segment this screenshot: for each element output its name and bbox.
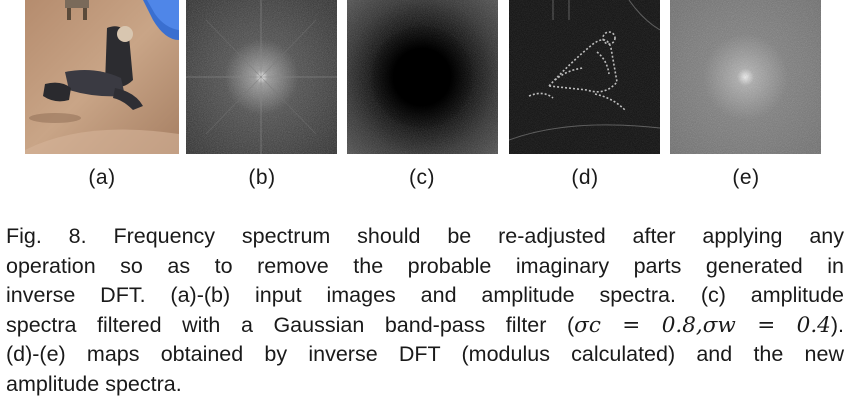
inverse-dft-map-panel [509,0,660,154]
input-photo-image [25,0,179,154]
caption-line-5: (d)-(e) maps obtained by inverse DFT (mo… [6,342,844,367]
caption-line-2: operation so as to remove the probable i… [6,253,844,278]
filter-parameters-math: σc = 0.8,σw = 0.4 [574,312,831,338]
caption-line-4-end: ). [830,312,844,337]
figure-caption: Fig. 8. Frequency spectrum should be re-… [6,222,844,400]
filtered-spectrum-panel [347,0,498,154]
panel-label-b: (b) [248,166,276,189]
caption-line-4-text: spectra filtered with a Gaussian band-pa… [6,312,575,337]
inverse-dft-map-image [509,0,660,154]
panel-label-d: (d) [571,166,599,189]
caption-line-3: inverse DFT. (a)-(b) input images and am… [6,283,844,308]
caption-line-1: Fig. 8. Frequency spectrum should be re-… [6,224,844,248]
panel-label-a: (a) [88,166,116,189]
panel-label-c: (c) [409,166,435,189]
new-amplitude-spectrum-panel [670,0,821,154]
input-photo-panel [25,0,179,154]
panel-label-e: (e) [732,166,760,189]
caption-line-4: spectra filtered with a Gaussian band-pa… [6,311,844,341]
amplitude-spectrum-panel [186,0,337,154]
filtered-spectrum-image [347,0,498,154]
amplitude-spectrum-image [186,0,337,154]
caption-line-6: amplitude spectra. [6,371,182,396]
figure-panels: (a) (b) (c) (d) (e) [0,0,849,200]
new-amplitude-spectrum-image [670,0,821,154]
